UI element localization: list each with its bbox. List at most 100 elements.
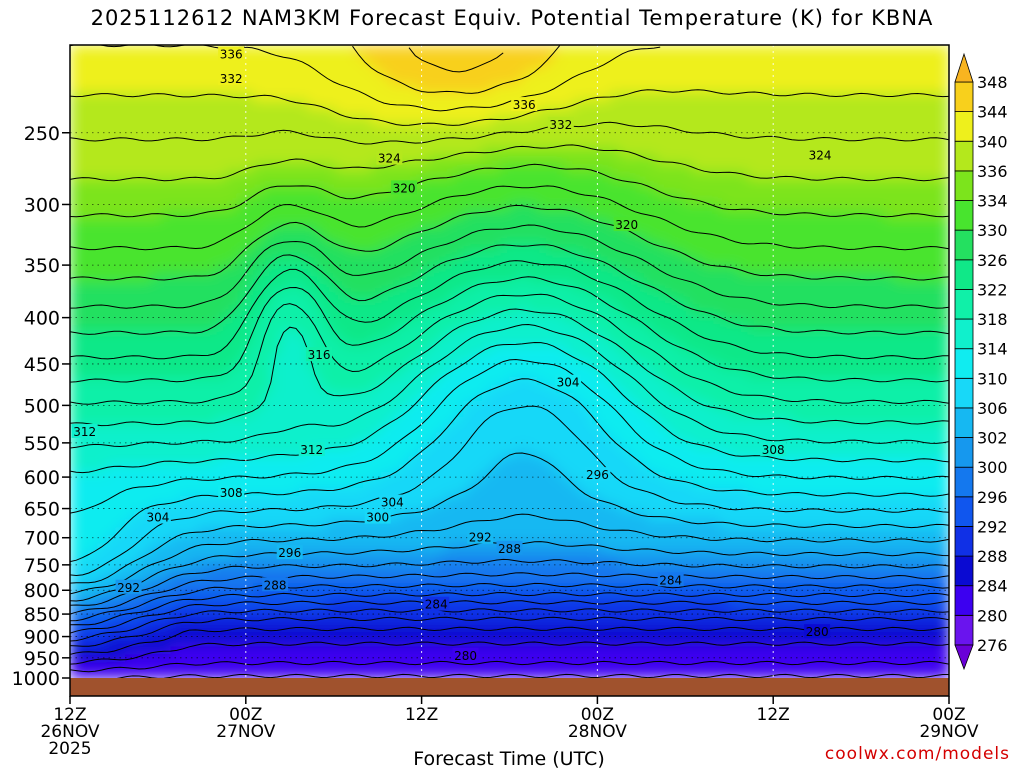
field-cell bbox=[143, 282, 154, 291]
field-cell bbox=[427, 337, 437, 347]
field-cell bbox=[308, 583, 318, 592]
field-cell bbox=[253, 440, 263, 450]
field-cell bbox=[97, 432, 108, 442]
field-cell bbox=[88, 472, 99, 481]
field-cell bbox=[472, 139, 483, 149]
field-cell bbox=[628, 598, 639, 608]
field-cell bbox=[417, 614, 428, 624]
field-cell bbox=[262, 622, 273, 632]
field-cell bbox=[70, 361, 80, 370]
field-cell bbox=[353, 298, 364, 307]
field-cell bbox=[555, 440, 566, 450]
field-cell bbox=[500, 393, 511, 402]
field-cell bbox=[399, 393, 410, 402]
field-cell bbox=[472, 614, 483, 624]
field-cell bbox=[97, 274, 108, 283]
field-cell bbox=[189, 274, 199, 283]
field-cell bbox=[124, 598, 135, 608]
field-cell bbox=[170, 456, 181, 465]
field-cell bbox=[216, 250, 227, 260]
field-cell bbox=[271, 147, 282, 157]
field-cell bbox=[564, 432, 575, 442]
field-cell bbox=[289, 369, 300, 378]
field-cell bbox=[463, 298, 474, 307]
field-cell bbox=[399, 274, 410, 283]
field-cell bbox=[106, 527, 117, 537]
field-cell bbox=[408, 345, 419, 355]
field-cell bbox=[573, 179, 584, 188]
field-cell bbox=[454, 416, 465, 426]
field-cell bbox=[601, 298, 611, 307]
field-cell bbox=[143, 464, 154, 473]
field-cell bbox=[408, 147, 419, 157]
field-cell bbox=[207, 266, 218, 275]
field-cell bbox=[363, 242, 373, 252]
field-cell bbox=[372, 92, 382, 101]
field-cell bbox=[482, 92, 492, 101]
field-cell bbox=[161, 559, 172, 568]
field-cell bbox=[280, 606, 291, 616]
field-cell bbox=[298, 401, 309, 410]
field-cell bbox=[152, 638, 163, 647]
field-cell bbox=[106, 551, 117, 560]
field-cell bbox=[317, 567, 327, 576]
field-cell bbox=[207, 211, 218, 220]
field-cell bbox=[372, 345, 382, 355]
field-cell bbox=[619, 503, 630, 513]
field-cell bbox=[537, 472, 547, 481]
field-cell bbox=[271, 139, 282, 149]
field-cell bbox=[189, 282, 199, 291]
field-cell bbox=[417, 298, 428, 307]
field-cell bbox=[152, 266, 163, 275]
field-cell bbox=[106, 503, 117, 513]
field-cell bbox=[454, 369, 465, 378]
field-cell bbox=[326, 258, 337, 268]
field-cell bbox=[216, 654, 227, 663]
field-cell bbox=[509, 409, 520, 418]
field-cell bbox=[390, 551, 401, 560]
field-cell bbox=[573, 369, 584, 378]
field-cell bbox=[198, 416, 208, 426]
field-cell bbox=[537, 139, 547, 149]
field-cell bbox=[262, 409, 273, 418]
field-cell bbox=[527, 132, 538, 141]
field-cell bbox=[308, 298, 318, 307]
field-cell bbox=[70, 76, 80, 86]
field-cell bbox=[610, 227, 620, 236]
field-cell bbox=[97, 551, 108, 560]
field-cell bbox=[326, 385, 337, 394]
field-cell bbox=[628, 440, 639, 450]
field-cell bbox=[170, 234, 181, 244]
field-cell bbox=[207, 314, 218, 323]
field-cell bbox=[518, 84, 529, 94]
field-cell bbox=[244, 646, 254, 655]
field-cell bbox=[106, 583, 117, 592]
field-cell bbox=[454, 464, 465, 473]
field-cell bbox=[97, 108, 108, 117]
field-cell bbox=[463, 662, 474, 671]
field-cell bbox=[244, 527, 254, 537]
field-cell bbox=[234, 503, 245, 513]
field-cell bbox=[298, 282, 309, 291]
field-cell bbox=[591, 290, 602, 299]
field-cell bbox=[344, 100, 355, 109]
field-cell bbox=[628, 385, 639, 394]
field-cell bbox=[573, 52, 584, 62]
field-cell bbox=[564, 543, 575, 552]
field-cell bbox=[216, 480, 227, 489]
field-cell bbox=[170, 108, 181, 117]
field-cell bbox=[573, 266, 584, 275]
field-cell bbox=[280, 464, 291, 473]
field-cell bbox=[610, 250, 620, 260]
field-cell bbox=[454, 84, 465, 94]
field-cell bbox=[601, 60, 611, 70]
field-cell bbox=[527, 511, 538, 521]
field-cell bbox=[179, 472, 190, 481]
field-cell bbox=[308, 519, 318, 529]
field-cell bbox=[509, 68, 520, 78]
field-cell bbox=[106, 76, 117, 86]
field-cell bbox=[390, 670, 401, 678]
field-cell bbox=[280, 306, 291, 315]
field-cell bbox=[537, 76, 547, 86]
field-cell bbox=[427, 306, 437, 315]
